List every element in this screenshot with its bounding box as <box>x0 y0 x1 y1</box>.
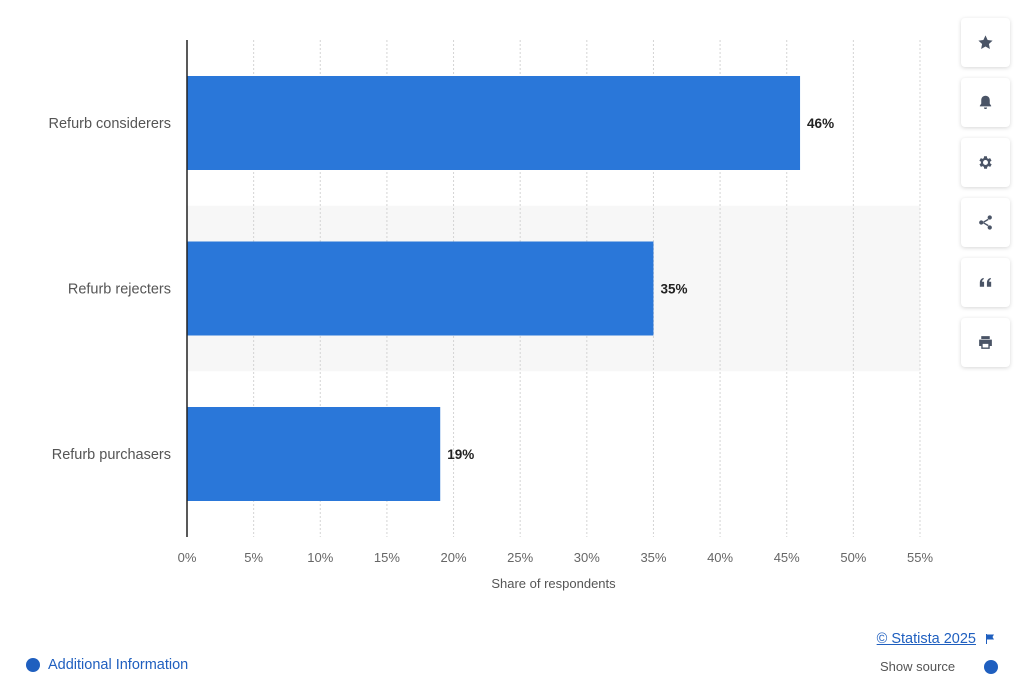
x-tick-label: 5% <box>244 550 263 565</box>
print-button[interactable] <box>961 318 1010 367</box>
info-icon <box>26 658 40 672</box>
chart-toolbar <box>961 18 1010 378</box>
notifications-button[interactable] <box>961 78 1010 127</box>
share-icon <box>979 215 992 230</box>
quote-icon <box>979 277 992 287</box>
x-tick-label: 50% <box>840 550 866 565</box>
data-label: 46% <box>807 116 834 131</box>
favorite-button[interactable] <box>961 18 1010 67</box>
x-tick-label: 25% <box>507 550 533 565</box>
additional-information[interactable]: Additional Information <box>26 657 188 673</box>
x-tick-label: 15% <box>374 550 400 565</box>
x-tick-label: 35% <box>640 550 666 565</box>
statista-credit: © Statista 2025 <box>877 631 996 647</box>
data-label: 35% <box>660 282 687 297</box>
settings-button[interactable] <box>961 138 1010 187</box>
x-tick-label: 55% <box>907 550 933 565</box>
data-label: 19% <box>447 447 474 462</box>
x-tick-label: 45% <box>774 550 800 565</box>
bar[interactable] <box>187 241 654 336</box>
x-tick-label: 10% <box>307 550 333 565</box>
print-icon <box>979 336 992 349</box>
x-axis-title: Share of respondents <box>491 576 616 591</box>
bar-chart: Refurb considerers Refurb rejecters Refurb… <box>49 40 933 591</box>
additional-information-label: Additional Information <box>48 657 189 673</box>
share-button[interactable] <box>961 198 1010 247</box>
x-tick-label: 20% <box>441 550 467 565</box>
star-icon <box>978 35 993 49</box>
cite-button[interactable] <box>961 258 1010 307</box>
x-tick-label: 40% <box>707 550 733 565</box>
x-tick-label: 0% <box>178 550 197 565</box>
statista-credit-link[interactable]: © Statista 2025 <box>876 631 976 647</box>
flag-icon[interactable] <box>984 633 996 645</box>
info-dot-icon[interactable] <box>984 660 998 674</box>
bar[interactable] <box>187 76 801 170</box>
category-label: Refurb considerers <box>49 116 172 132</box>
bell-icon <box>979 95 992 110</box>
category-label: Refurb purchasers <box>52 447 171 463</box>
bar[interactable] <box>187 407 441 501</box>
category-label: Refurb rejecters <box>68 282 171 298</box>
x-tick-label: 30% <box>574 550 600 565</box>
gear-icon <box>979 156 992 169</box>
